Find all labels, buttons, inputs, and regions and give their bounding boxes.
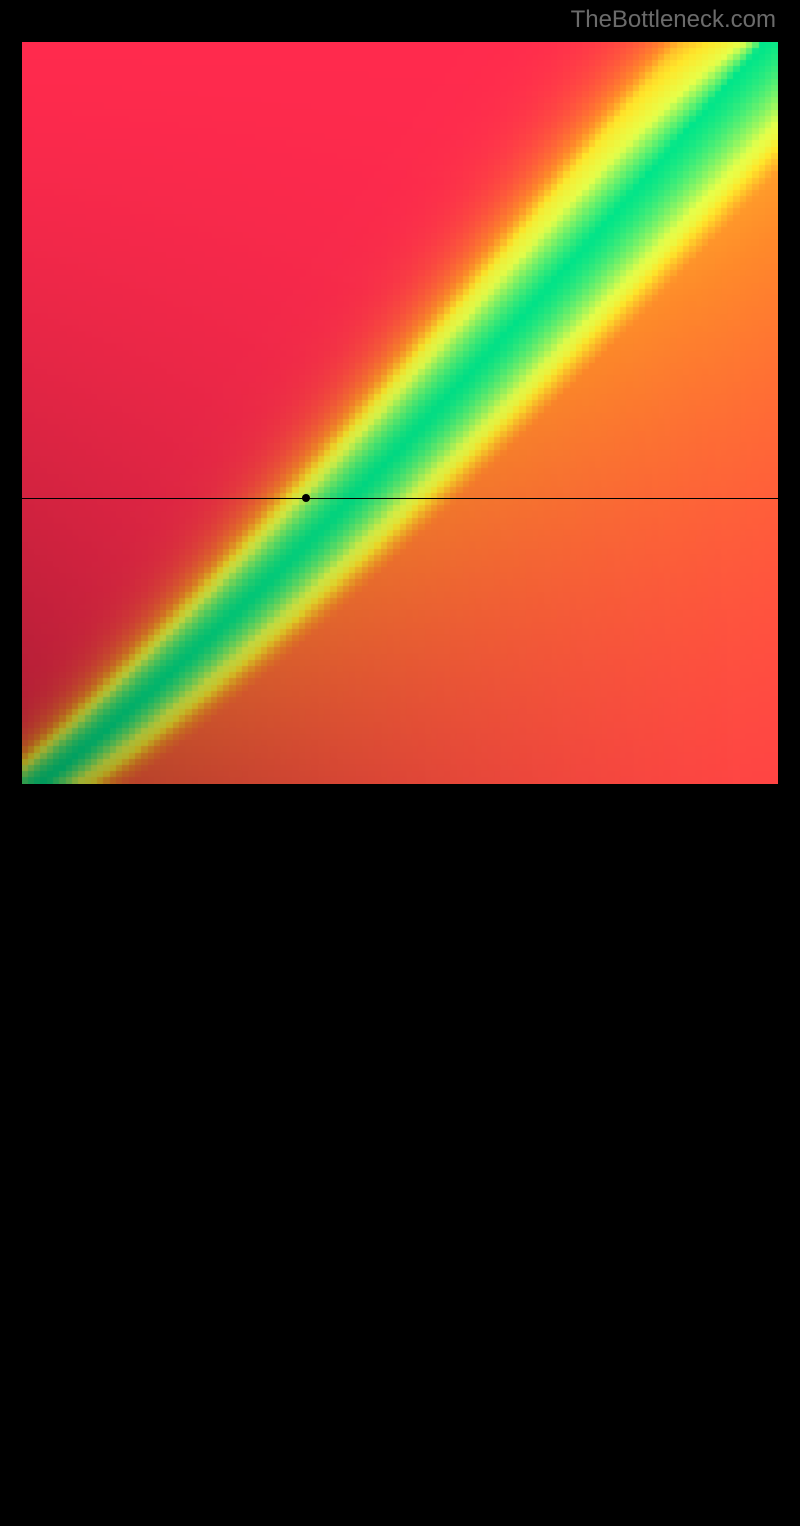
intersection-point bbox=[302, 494, 310, 502]
bottleneck-heatmap bbox=[22, 42, 778, 784]
crosshair-vertical bbox=[306, 784, 307, 1526]
bottleneck-heatmap-container bbox=[22, 42, 778, 784]
crosshair-horizontal bbox=[22, 498, 778, 499]
watermark-text: TheBottleneck.com bbox=[571, 6, 776, 34]
